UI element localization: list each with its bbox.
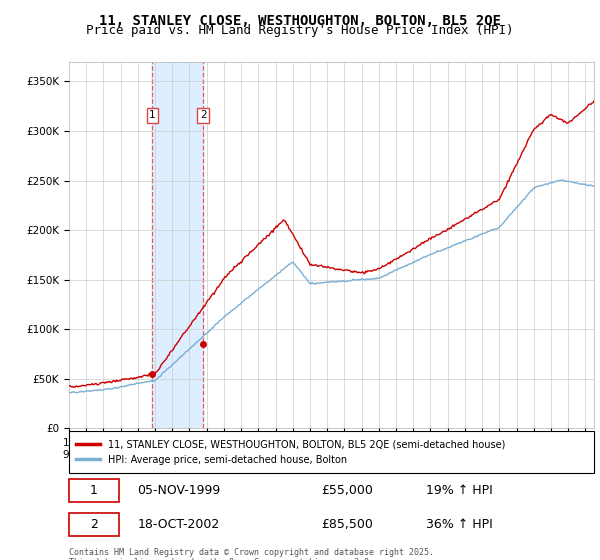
Text: £55,000: £55,000	[321, 484, 373, 497]
Text: 18-OCT-2002: 18-OCT-2002	[137, 518, 220, 531]
Text: 2: 2	[90, 518, 98, 531]
FancyBboxPatch shape	[69, 479, 119, 502]
Text: 19% ↑ HPI: 19% ↑ HPI	[426, 484, 493, 497]
Text: Contains HM Land Registry data © Crown copyright and database right 2025.
This d: Contains HM Land Registry data © Crown c…	[69, 548, 434, 560]
Text: 36% ↑ HPI: 36% ↑ HPI	[426, 518, 493, 531]
Text: Price paid vs. HM Land Registry's House Price Index (HPI): Price paid vs. HM Land Registry's House …	[86, 24, 514, 37]
Text: 11, STANLEY CLOSE, WESTHOUGHTON, BOLTON, BL5 2QE: 11, STANLEY CLOSE, WESTHOUGHTON, BOLTON,…	[99, 14, 501, 28]
Text: 2: 2	[200, 110, 206, 120]
Text: 1: 1	[149, 110, 156, 120]
FancyBboxPatch shape	[69, 513, 119, 536]
Text: £85,500: £85,500	[321, 518, 373, 531]
Legend: 11, STANLEY CLOSE, WESTHOUGHTON, BOLTON, BL5 2QE (semi-detached house), HPI: Ave: 11, STANLEY CLOSE, WESTHOUGHTON, BOLTON,…	[71, 436, 509, 469]
Text: 05-NOV-1999: 05-NOV-1999	[137, 484, 221, 497]
Text: 1: 1	[90, 484, 98, 497]
Bar	[152, 62, 203, 428]
